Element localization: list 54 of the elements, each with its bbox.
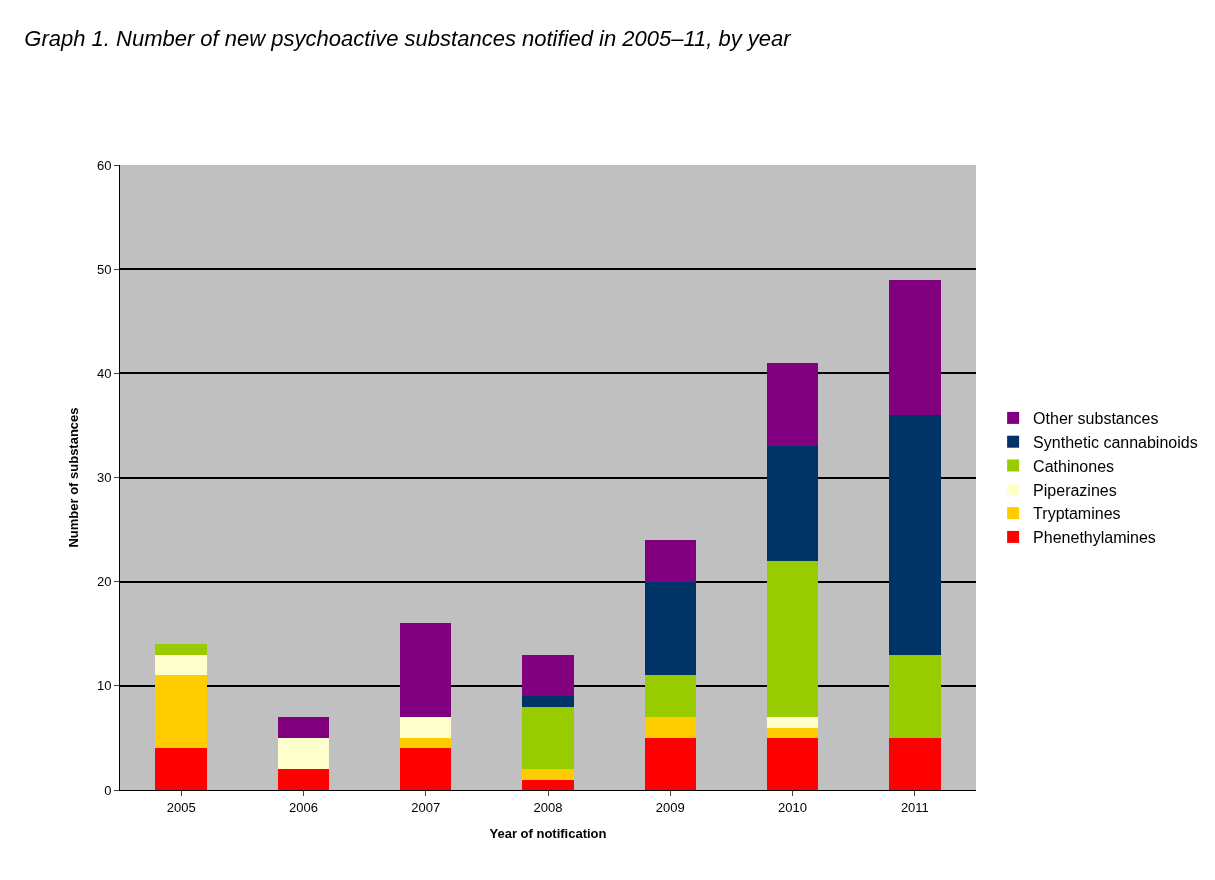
- x-tick-label: 2005: [166, 799, 196, 815]
- bar: [766, 717, 819, 728]
- legend-label: Synthetic cannabinoids: [1033, 433, 1198, 451]
- bar: [400, 623, 452, 718]
- y-tick-label: 0: [104, 782, 112, 798]
- bar: [400, 748, 452, 790]
- bar: [277, 737, 330, 770]
- bar: [644, 737, 696, 790]
- bar: [766, 446, 819, 561]
- bar: [766, 727, 819, 738]
- x-tick-label: 2010: [778, 799, 808, 815]
- bar: [889, 279, 941, 415]
- bar: [522, 696, 574, 707]
- bar: [644, 540, 696, 582]
- x-tick-label: 2007: [411, 799, 441, 815]
- bar: [644, 581, 696, 676]
- legend-label: Other substances: [1033, 410, 1159, 428]
- legend-label: Cathinones: [1033, 457, 1115, 475]
- bar: [766, 362, 819, 447]
- bar: [522, 779, 574, 790]
- bar: [522, 769, 574, 780]
- bar: [155, 675, 207, 749]
- y-tick-label: 30: [96, 470, 112, 486]
- bar: [155, 748, 207, 790]
- bar: [766, 560, 819, 718]
- bar: [889, 737, 941, 790]
- legend-label: Tryptamines: [1033, 505, 1121, 523]
- y-tick-label: 50: [96, 261, 112, 277]
- bar: [766, 737, 819, 790]
- bar: [277, 717, 330, 738]
- bar: [400, 717, 452, 738]
- bar: [400, 737, 452, 749]
- bar: [522, 654, 574, 697]
- x-tick-label: 2006: [288, 799, 318, 815]
- y-tick-label: 10: [96, 678, 112, 694]
- x-tick-label: 2009: [655, 799, 685, 815]
- bar: [889, 415, 941, 655]
- y-tick-label: 60: [96, 157, 112, 173]
- x-tick-label: 2011: [900, 799, 929, 815]
- chart-title: Graph 1. Number of new psychoactive substances notified in 2005–11, by year: [24, 26, 793, 52]
- legend-label: Piperazines: [1033, 481, 1117, 499]
- x-tick-label: 2008: [533, 799, 563, 815]
- bar: [522, 706, 574, 770]
- bar: [277, 769, 330, 790]
- legend-label: Phenethylamines: [1033, 529, 1156, 547]
- bar: [644, 675, 696, 718]
- bar: [889, 654, 941, 738]
- y-tick-label: 20: [96, 574, 112, 590]
- bar: [644, 717, 696, 738]
- y-axis-title: Number of substances: [65, 407, 81, 548]
- x-axis-title: Year of notification: [489, 826, 607, 842]
- y-tick-label: 40: [96, 365, 112, 381]
- bar: [155, 654, 207, 676]
- bar: [155, 644, 207, 655]
